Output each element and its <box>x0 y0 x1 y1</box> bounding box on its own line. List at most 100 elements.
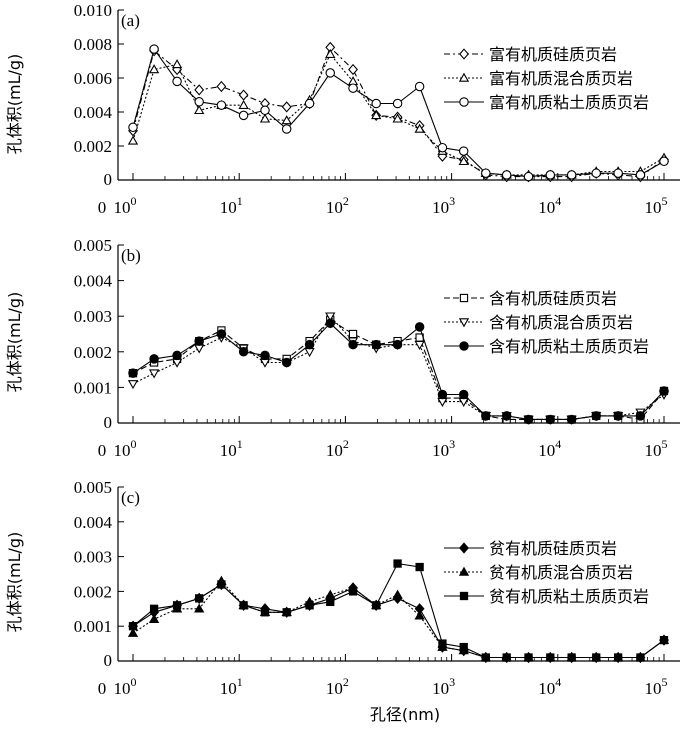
data-point <box>194 603 205 613</box>
data-point <box>260 608 270 617</box>
data-point <box>591 411 601 421</box>
data-point <box>392 339 403 350</box>
legend-label: 含有机质粘土质质页岩 <box>489 337 649 356</box>
y-zero-label: 0 <box>104 651 113 670</box>
x-axis-title: 孔径(nm) <box>370 705 440 724</box>
legend-item: 富有机质混合质页岩 <box>444 69 633 88</box>
data-point <box>414 610 425 620</box>
data-point <box>371 98 381 109</box>
data-point <box>523 414 534 425</box>
y-axis-title: 孔体积(mL/g) <box>5 532 24 633</box>
data-point <box>502 653 511 662</box>
data-point <box>546 653 555 662</box>
data-point <box>325 312 336 322</box>
series-3 <box>128 44 669 182</box>
data-point <box>304 98 315 109</box>
y-zero-label: 0 <box>104 170 113 189</box>
y-tick-label: 0.002 <box>74 137 112 156</box>
data-point <box>128 122 138 133</box>
data-point <box>304 348 315 358</box>
data-point <box>566 170 577 180</box>
data-point <box>613 411 623 421</box>
series-line <box>132 319 665 420</box>
data-point <box>238 110 249 121</box>
data-point <box>348 63 358 76</box>
x-tick-label: 101 <box>220 194 243 217</box>
data-point <box>545 170 556 180</box>
data-point <box>437 142 448 153</box>
x-tick-label: 100 <box>114 675 137 698</box>
data-point <box>148 369 160 379</box>
data-point <box>659 156 669 167</box>
data-point <box>127 380 139 390</box>
x-tick-label: 105 <box>645 437 668 460</box>
data-point <box>194 344 205 354</box>
data-point <box>437 389 448 400</box>
y-axis-title: 孔体积(mL/g) <box>5 54 24 155</box>
panel-label: (a) <box>121 11 140 30</box>
legend-item: 富有机质粘土质质页岩 <box>444 93 649 112</box>
y-tick-label: 0.004 <box>74 513 113 532</box>
data-point <box>523 171 534 182</box>
y-tick-label: 0.001 <box>74 617 112 636</box>
data-point <box>392 589 403 599</box>
data-point <box>325 48 336 58</box>
legend-item: 含有机质混合质页岩 <box>444 313 633 332</box>
legend-item: 富有机质硅质页岩 <box>444 45 617 64</box>
y-tick-label: 0.005 <box>74 478 112 497</box>
data-point <box>414 81 425 92</box>
data-point <box>481 168 491 178</box>
legend-label: 富有机质粘土质质页岩 <box>489 93 649 112</box>
series-3 <box>128 559 669 662</box>
data-point <box>238 347 249 357</box>
legend-label: 含有机质硅质页岩 <box>489 289 617 308</box>
data-point <box>545 414 556 425</box>
data-point <box>659 635 669 645</box>
data-point <box>392 113 403 123</box>
data-point <box>259 113 271 123</box>
y-axis-title: 孔体积(mL/g) <box>5 292 24 393</box>
y-tick-label: 0.004 <box>74 103 113 122</box>
data-point <box>216 80 227 93</box>
data-point <box>567 653 576 662</box>
legend-item: 贫有机质混合质页岩 <box>444 563 633 582</box>
data-point <box>216 329 227 339</box>
data-point <box>524 653 533 662</box>
data-point <box>325 589 336 599</box>
data-point <box>636 653 645 662</box>
data-point <box>635 170 646 180</box>
x-tick-label: 103 <box>432 194 455 217</box>
data-point <box>239 601 248 610</box>
data-point <box>592 653 601 662</box>
legend-label: 贫有机质粘土质质页岩 <box>489 587 649 606</box>
data-point <box>149 44 159 54</box>
data-point <box>415 562 424 572</box>
legend-label: 贫有机质硅质页岩 <box>489 539 617 558</box>
data-point <box>458 155 469 166</box>
y-tick-label: 0.003 <box>74 548 112 567</box>
data-point <box>172 350 182 361</box>
x-zero-label: 0 <box>98 679 107 698</box>
data-point <box>371 110 382 120</box>
x-tick-label: 100 <box>114 437 137 460</box>
data-point <box>195 594 204 603</box>
legend-item: 贫有机质硅质页岩 <box>444 539 617 558</box>
data-point <box>659 386 669 396</box>
series-3 <box>128 318 669 425</box>
data-point <box>635 411 646 421</box>
panel-label: (c) <box>121 488 140 507</box>
data-point <box>149 354 159 364</box>
data-point <box>591 168 601 178</box>
x-tick-label: 105 <box>645 194 668 217</box>
series-1 <box>128 315 669 424</box>
data-point <box>282 608 291 617</box>
y-tick-label: 0.001 <box>74 378 112 397</box>
data-point <box>172 601 182 610</box>
data-point <box>260 105 270 116</box>
data-point <box>393 559 402 568</box>
legend-label: 含有机质混合质页岩 <box>489 313 633 332</box>
data-point <box>371 339 381 350</box>
